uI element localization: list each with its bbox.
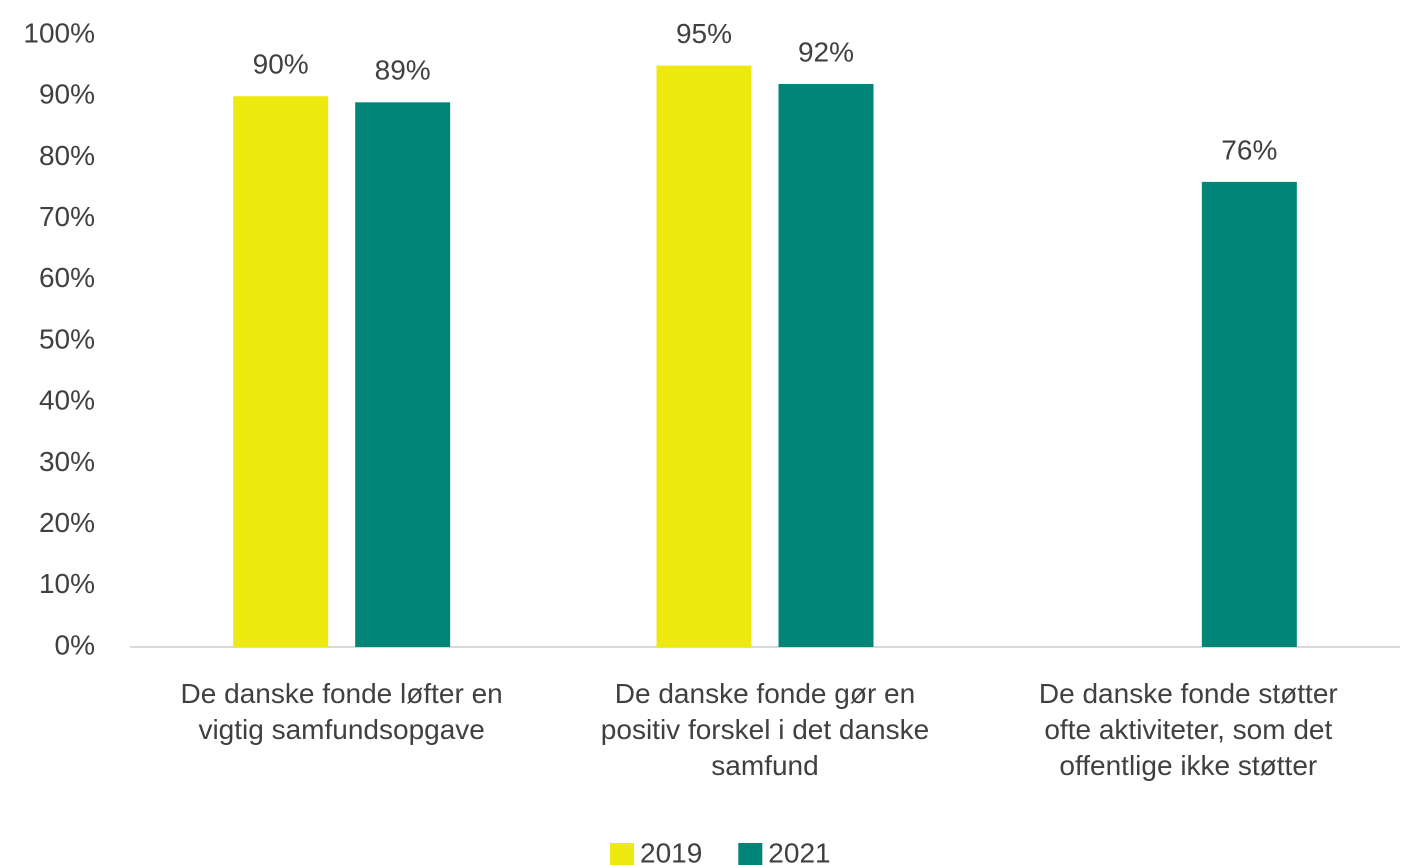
bar <box>778 83 874 647</box>
y-tick-label: 90% <box>39 79 95 110</box>
y-tick-label: 60% <box>39 262 95 293</box>
bar <box>233 96 329 647</box>
bar <box>1201 181 1297 647</box>
legend-swatch <box>738 843 763 865</box>
y-tick-label: 50% <box>39 323 95 354</box>
y-tick-label: 100% <box>23 17 95 48</box>
bar <box>656 65 752 648</box>
x-tick-label: De danske fonde støtter ofte aktiviteter… <box>1038 678 1338 781</box>
data-label: 95% <box>676 18 732 49</box>
y-tick-label: 70% <box>39 201 95 232</box>
bar <box>355 102 451 647</box>
legend-label: 2019 <box>640 837 702 865</box>
data-label: 90% <box>253 49 309 80</box>
data-label: 92% <box>798 36 854 67</box>
y-tick-label: 30% <box>39 446 95 477</box>
data-label: 89% <box>375 55 431 86</box>
y-tick-label: 80% <box>39 140 95 171</box>
data-label: 76% <box>1221 134 1277 165</box>
legend-swatch <box>610 843 634 865</box>
x-tick-label: De danske fonde gør en positiv forskel i… <box>600 678 930 781</box>
y-tick-label: 10% <box>39 568 95 599</box>
y-tick-label: 20% <box>39 507 95 538</box>
legend-label: 2021 <box>768 837 830 865</box>
y-tick-label: 0% <box>55 629 95 660</box>
x-tick-label: De danske fonde løfter en vigtig samfund… <box>180 678 503 745</box>
y-tick-label: 40% <box>39 385 95 416</box>
